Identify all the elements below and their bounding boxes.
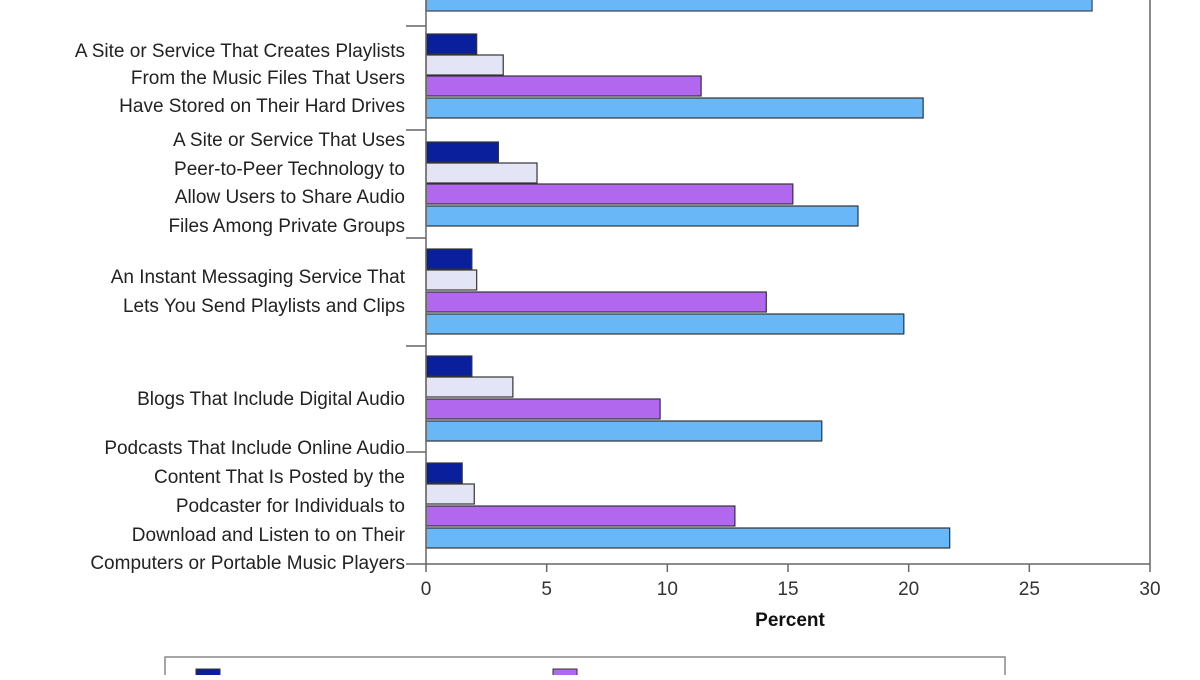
category-label: Lets You Send Playlists and Clips: [123, 296, 405, 317]
category-label: Files Among Private Groups: [168, 216, 405, 237]
category-label: Allow Users to Share Audio: [175, 187, 405, 208]
bar-1-series-1: [425, 162, 538, 184]
bar-3-series-3: [425, 420, 823, 442]
category-label: An Instant Messaging Service That: [111, 267, 406, 288]
bar-1-series-2: [425, 183, 794, 205]
bar-4-series-0: [425, 462, 463, 484]
x-tick-label: 15: [777, 579, 798, 600]
bar-4-series-1: [425, 483, 475, 505]
category-label: Download and Listen to on Their: [132, 525, 406, 546]
category-label: Peer-to-Peer Technology to: [174, 159, 405, 180]
category-label: Podcaster for Individuals to: [176, 496, 405, 517]
bar-3-series-0: [425, 355, 473, 377]
bar-4-series-2: [425, 505, 736, 527]
bar-2-series-1: [425, 269, 478, 291]
bar-0-series-0: [425, 33, 478, 55]
x-axis-title: Percent: [755, 610, 825, 631]
category-label: Podcasts That Include Online Audio: [104, 438, 405, 459]
bar-1-series-0: [425, 141, 500, 163]
bar-1-series-3: [425, 205, 859, 227]
x-tick-label: 20: [898, 579, 919, 600]
bar-top-cut-off: [425, 0, 1093, 12]
bar-0-series-1: [425, 54, 504, 76]
bar-3-series-1: [425, 376, 514, 398]
bar-4-series-3: [425, 527, 951, 549]
x-tick-label: 10: [657, 579, 678, 600]
bar-2-series-3: [425, 313, 905, 335]
bar-2-series-2: [425, 291, 767, 313]
x-tick-label: 30: [1139, 579, 1160, 600]
category-label: From the Music Files That Users: [131, 68, 405, 89]
category-label: Have Stored on Their Hard Drives: [119, 96, 405, 117]
x-tick-label: 25: [1019, 579, 1040, 600]
bar-0-series-2: [425, 75, 702, 97]
category-label: A Site or Service That Uses: [173, 130, 405, 151]
x-tick-label: 5: [541, 579, 552, 600]
category-label: Content That Is Posted by the: [154, 467, 405, 488]
bar-2-series-0: [425, 248, 473, 270]
legend-box: [164, 656, 1006, 680]
category-label: A Site or Service That Creates Playlists: [75, 41, 405, 62]
bar-0-series-3: [425, 97, 924, 119]
legend-swatch: [195, 668, 221, 680]
x-tick-label: 0: [421, 579, 432, 600]
bar-3-series-2: [425, 398, 661, 420]
category-label: Blogs That Include Digital Audio: [137, 389, 405, 410]
legend-swatch: [552, 668, 578, 680]
category-label: Computers or Portable Music Players: [90, 553, 405, 574]
